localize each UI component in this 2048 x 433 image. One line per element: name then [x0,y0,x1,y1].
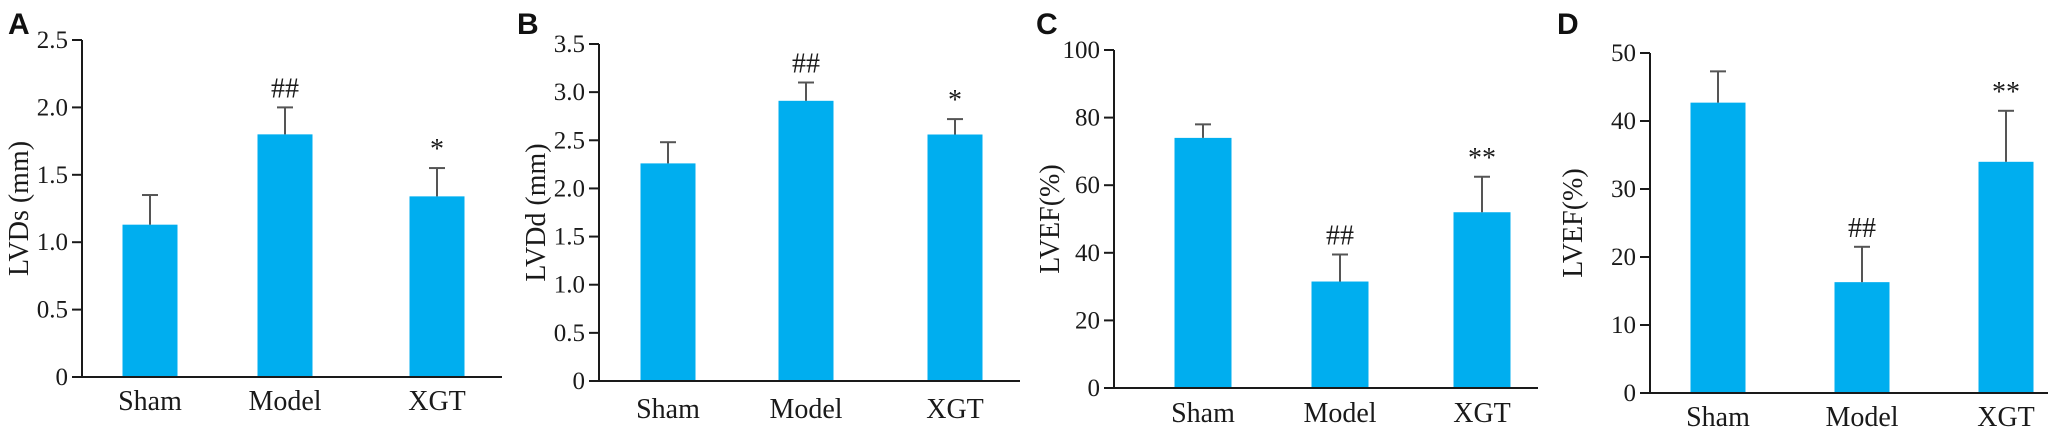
significance-marker: ## [1848,213,1876,244]
bar-sham [1690,102,1746,393]
y-tick-label: 60 [1075,172,1100,199]
y-tick-label: 80 [1075,105,1100,132]
y-tick-label: 0 [56,364,69,391]
y-tick-label: 10 [1611,312,1636,339]
panel-letter: A [8,8,30,41]
y-tick-label: 0 [1624,380,1637,407]
x-tick-label: Sham [1686,402,1750,433]
significance-marker: * [948,85,962,116]
y-tick-label: 3.0 [554,79,585,106]
significance-marker: ** [1992,77,2020,108]
panel-a: A LVDs (mm) Sham ## Model * XGT 0 0.5 1.0 1.5 2.0 2.… [4,8,502,417]
x-tick-label: XGT [408,386,466,417]
panel-b: B LVDd (mm) Sham ## Model * XGT 0 0.5 1.0 1.5 2.0 2.… [517,8,1020,425]
bar-xgt [1978,161,2034,393]
y-tick-label: 0.5 [554,320,585,347]
y-tick-label: 20 [1611,244,1636,271]
y-axis-title: LVDd (mm) [521,143,552,281]
y-tick-label: 40 [1075,240,1100,267]
significance-marker: ## [271,73,299,104]
bar-sham [640,163,696,381]
bar-xgt [927,134,983,381]
y-tick-label: 1.5 [37,162,68,189]
y-axis-title: LVEF(%) [1558,168,1589,277]
significance-marker: ## [1326,220,1354,251]
x-tick-label: Model [1303,398,1376,429]
bar-sham [122,224,178,377]
bar-xgt [1453,212,1511,388]
y-tick-label: 2.0 [554,175,585,202]
y-tick-label: 1.5 [554,224,585,251]
y-tick-label: 2.5 [37,27,68,54]
significance-marker: ** [1468,143,1496,174]
panel-letter: B [517,8,539,41]
bar-model [1311,281,1369,388]
y-tick-label: 1.0 [554,272,585,299]
x-tick-label: Sham [118,386,182,417]
bar-xgt [409,196,465,377]
y-tick-label: 30 [1611,176,1636,203]
y-axis-title: LVDs (mm) [4,141,35,276]
y-tick-label: 100 [1063,37,1101,64]
x-tick-label: Model [1825,402,1898,433]
x-tick-label: Model [769,394,842,425]
y-tick-label: 0 [573,368,586,395]
y-tick-label: 2.5 [554,127,585,154]
x-tick-label: XGT [1977,402,2035,433]
x-tick-label: Sham [636,394,700,425]
y-tick-label: 50 [1611,40,1636,67]
y-tick-label: 20 [1075,307,1100,334]
x-tick-label: XGT [926,394,984,425]
bar-sham [1174,137,1232,388]
significance-marker: * [430,134,444,165]
y-tick-label: 0.5 [37,297,68,324]
panel-d: D LVEF(%) Sham ## Model ** XGT 0 10 20 30 40 50 [1557,8,2048,433]
bar-model [1834,282,1890,393]
y-tick-label: 40 [1611,108,1636,135]
panel-letter: D [1557,8,1579,41]
x-tick-label: XGT [1453,398,1511,429]
x-tick-label: Sham [1171,398,1235,429]
y-axis-title: LVEF(%) [1035,164,1066,273]
bar-model [778,100,834,382]
panel-letter: C [1036,8,1058,41]
y-tick-label: 1.0 [37,229,68,256]
bar-model [257,134,313,377]
panel-c: C LVEF(%) Sham ## Model ** XGT 0 20 40 60 80 100 [1035,8,1538,429]
y-tick-label: 0 [1088,375,1101,402]
significance-marker: ## [792,49,820,80]
y-tick-label: 3.5 [554,31,585,58]
x-tick-label: Model [248,386,321,417]
y-tick-label: 2.0 [37,94,68,121]
